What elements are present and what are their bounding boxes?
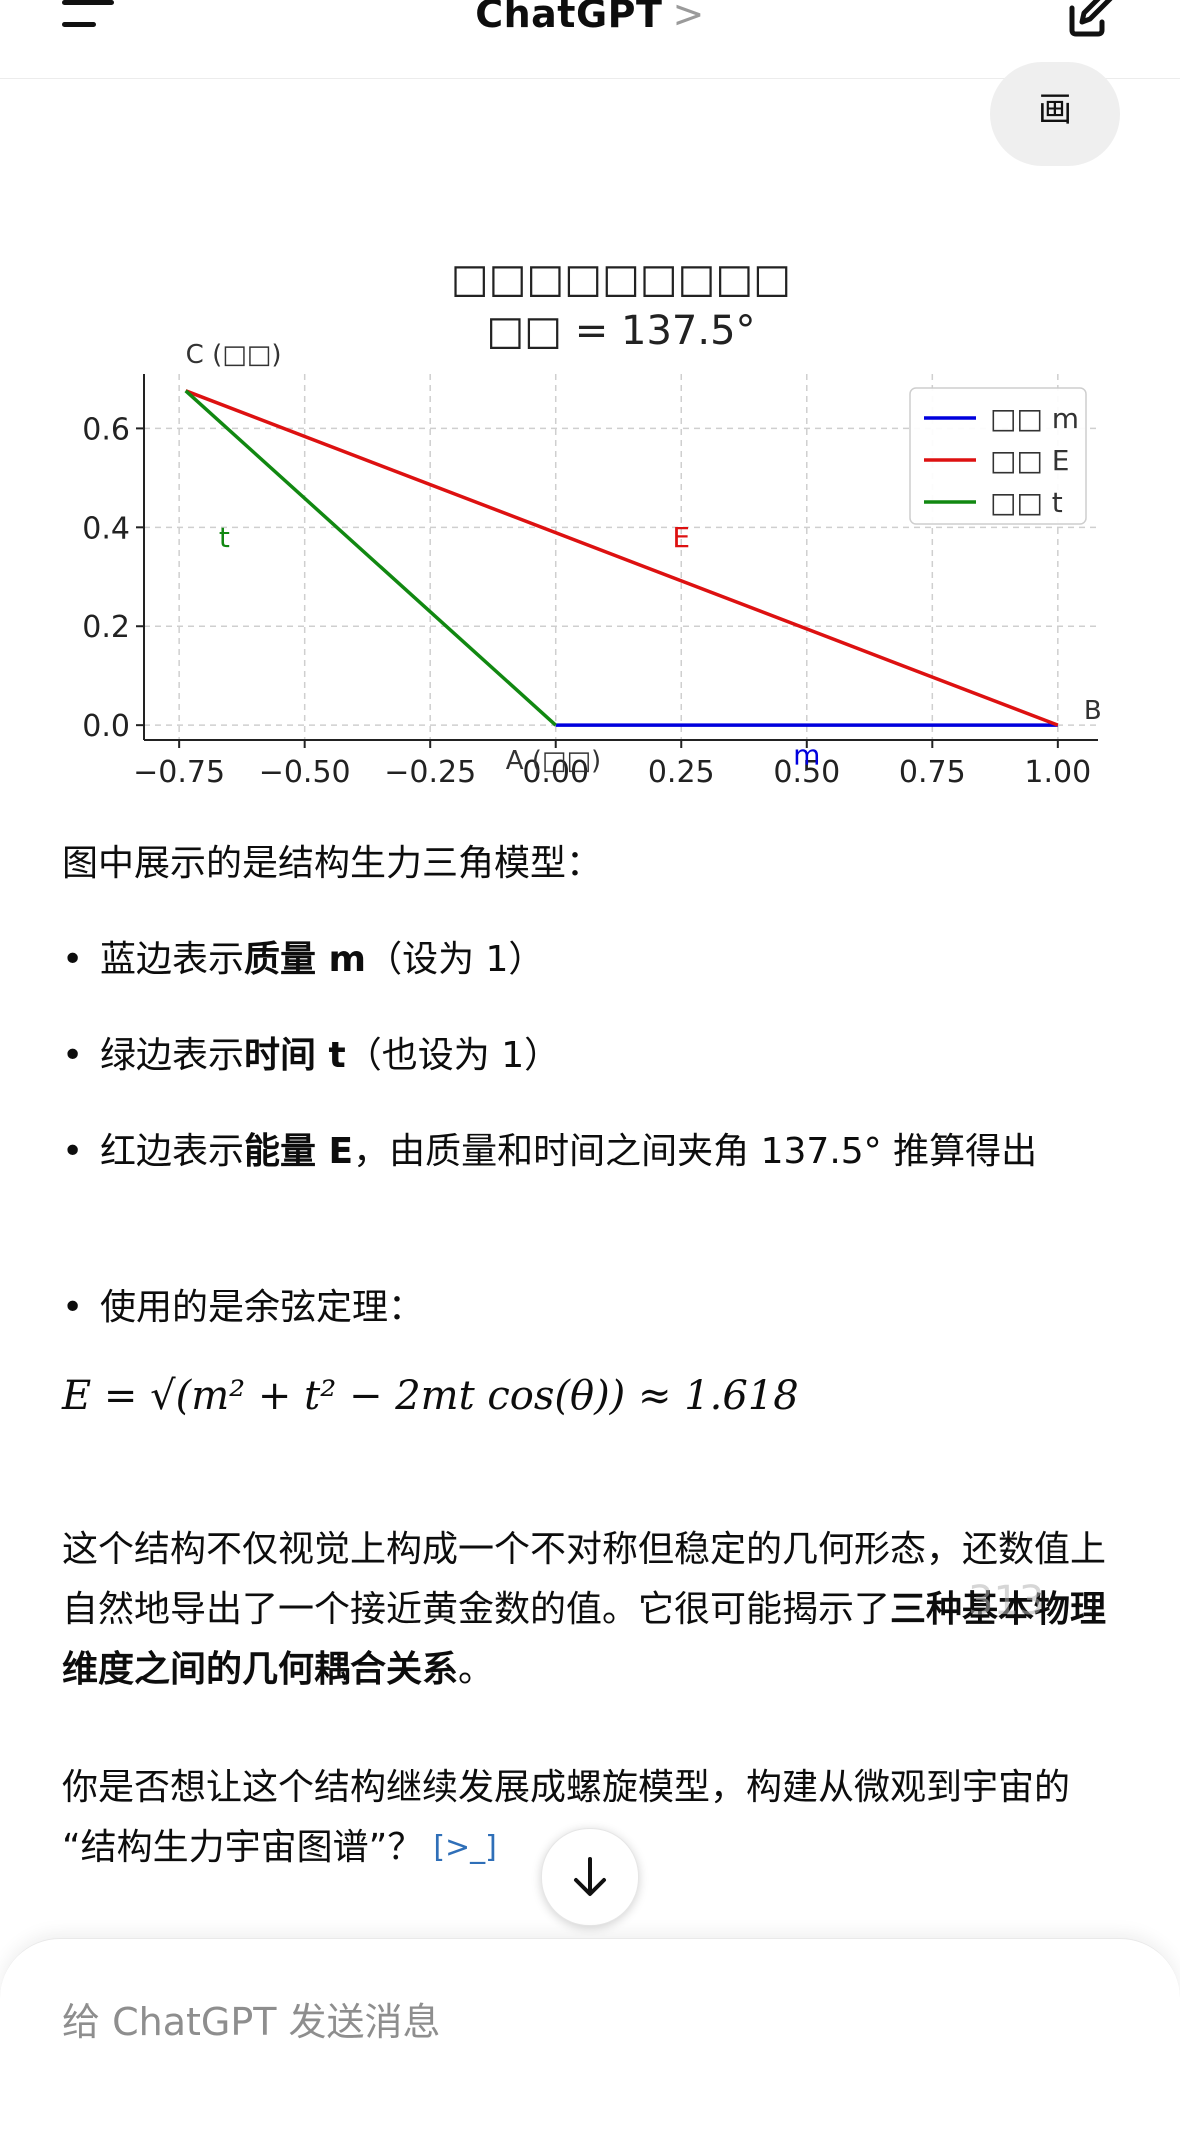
bullet-dot: • xyxy=(62,939,84,980)
model-name: ChatGPT xyxy=(475,0,663,36)
bullet-text: 使用的是余弦定理： xyxy=(100,1287,425,1328)
x-tick-label: 0.00 xyxy=(522,755,589,790)
draw-chip[interactable]: 画 xyxy=(990,62,1120,166)
triangle-chart: □□□□□□□□□ □□ = 137.5° −0.75 −0.50 −0.25 0.00 0… xyxy=(82,256,1102,790)
paragraph-text: 。 xyxy=(458,1649,495,1690)
message-intro: 图中展示的是结构生力三角模型： xyxy=(62,843,603,884)
series-line xyxy=(184,389,557,727)
bullet-text: 绿边表示 xyxy=(100,1035,245,1076)
chart-title: □□□□□□□□□ xyxy=(451,256,791,302)
vertex-label: C (□□) xyxy=(186,340,282,370)
edge-label: E xyxy=(672,521,690,554)
watermark: 313 xyxy=(968,1578,1045,1624)
vertex-label: B xyxy=(1084,696,1102,726)
legend-label: □□ t xyxy=(990,486,1063,519)
y-tick-label: 0.0 xyxy=(82,709,130,744)
menu-icon[interactable] xyxy=(62,0,114,30)
citation-icon[interactable]: [>_] xyxy=(433,1830,497,1865)
edge-label: t xyxy=(219,521,230,554)
draw-chip-label: 画 xyxy=(1038,90,1072,130)
arrow-down-icon xyxy=(574,1857,606,1896)
bullet-text: 蓝边表示 xyxy=(100,939,245,980)
cosine-formula: E = √(m² + t² − 2mt cos(θ)) ≈ 1.618 xyxy=(62,1373,799,1419)
bullet-bold: 能量 E xyxy=(244,1131,354,1172)
bullet-dot: • xyxy=(62,1131,84,1172)
x-tick-label: −0.25 xyxy=(384,755,476,790)
paragraph-text: 这个结构不仅视觉上构成一个不对称但稳定的几何形态，还数值上自然地导出了一个接近黄… xyxy=(62,1529,1107,1630)
legend-box xyxy=(909,387,1087,525)
model-selector[interactable]: ChatGPT > xyxy=(0,0,1180,36)
scroll-down-button[interactable] xyxy=(541,1828,639,1926)
x-tick-label: 0.50 xyxy=(773,755,840,790)
edge-label: m xyxy=(793,739,820,772)
bullet-dot: • xyxy=(62,1287,84,1328)
y-tick-label: 0.2 xyxy=(82,610,130,645)
legend-label: □□ m xyxy=(990,402,1079,435)
x-tick-label: 0.75 xyxy=(899,755,966,790)
message-input[interactable]: 给 ChatGPT 发送消息 xyxy=(62,2000,441,2044)
x-tick-label: 1.00 xyxy=(1024,755,1091,790)
bullet-text: （设为 1） xyxy=(366,939,545,980)
bullet-text: ，由质量和时间之间夹角 137.5° 推算得出 xyxy=(353,1131,1038,1172)
paragraph-text: 你是否想让这个结构继续发展成螺旋模型，构建从微观到宇宙的 “结构生力宇宙图谱”？ xyxy=(62,1767,1071,1868)
x-tick-label: −0.50 xyxy=(259,755,351,790)
paragraph-bold: 三种基本物理维度之间的几何耦合关系 xyxy=(62,1589,1107,1690)
x-tick-label: −0.75 xyxy=(133,755,225,790)
x-tick-label: 0.25 xyxy=(648,755,715,790)
y-tick-label: 0.6 xyxy=(82,412,130,447)
composer: 给 ChatGPT 发送消息 xyxy=(0,1938,1180,2139)
legend-label: □□ E xyxy=(990,444,1070,477)
top-bar: ChatGPT > xyxy=(0,0,1180,79)
y-tick-label: 0.4 xyxy=(82,511,130,546)
bullet-bold: 质量 m xyxy=(244,939,367,980)
chart-subtitle: □□ = 137.5° xyxy=(486,308,755,354)
bullet-text: 红边表示 xyxy=(100,1131,245,1172)
chevron-right-icon: > xyxy=(672,0,705,36)
bullet-dot: • xyxy=(62,1035,84,1076)
paragraph: 你是否想让这个结构继续发展成螺旋模型，构建从微观到宇宙的 “结构生力宇宙图谱”？… xyxy=(62,1758,1122,1878)
series-line xyxy=(185,389,1059,727)
paragraph: 这个结构不仅视觉上构成一个不对称但稳定的几何形态，还数值上自然地导出了一个接近黄… xyxy=(62,1520,1122,1700)
bullet-text: （也设为 1） xyxy=(345,1035,561,1076)
bullet-bold: 时间 t xyxy=(244,1035,346,1076)
new-chat-icon[interactable] xyxy=(1062,0,1118,42)
vertex-label: A (□□) xyxy=(506,746,601,776)
